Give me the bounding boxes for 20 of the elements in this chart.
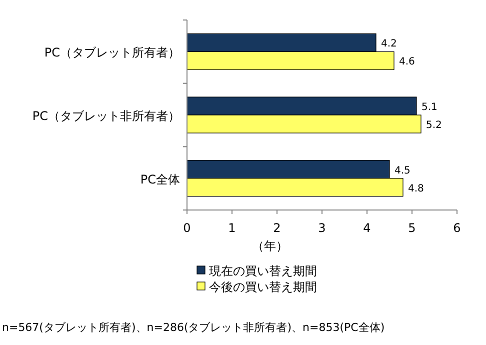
data-label: 5.2 — [426, 120, 442, 131]
data-label: 5.1 — [422, 102, 438, 113]
legend-label: 現在の買い替え期間 — [209, 264, 317, 278]
text: n=567(タブレット所有者)、n=286(タブレット非所有者)、n=853(PC全体) — [2, 321, 385, 334]
x-tick-label: 6 — [453, 221, 461, 235]
data-label: 4.6 — [399, 56, 415, 68]
x-tick-label: 4 — [363, 221, 371, 235]
data-label: 4.2 — [381, 38, 397, 50]
x-axis-title: （年） — [252, 239, 288, 253]
y-tick-label: PC全体 — [140, 172, 180, 186]
x-tick-label: 0 — [183, 221, 191, 235]
data-label: 4.5 — [394, 165, 410, 176]
x-tick-label: 5 — [408, 221, 416, 235]
x-tick-label: 1 — [228, 221, 236, 235]
x-tick-label: 2 — [273, 221, 281, 235]
data-label: 4.8 — [408, 183, 424, 194]
y-tick-label: PC（タブレット所有者） — [44, 46, 180, 60]
legend-label: 今後の買い替え期間 — [209, 280, 317, 294]
x-tick-label: 3 — [318, 221, 326, 235]
y-tick-label: PC（タブレット非所有者） — [32, 109, 180, 123]
